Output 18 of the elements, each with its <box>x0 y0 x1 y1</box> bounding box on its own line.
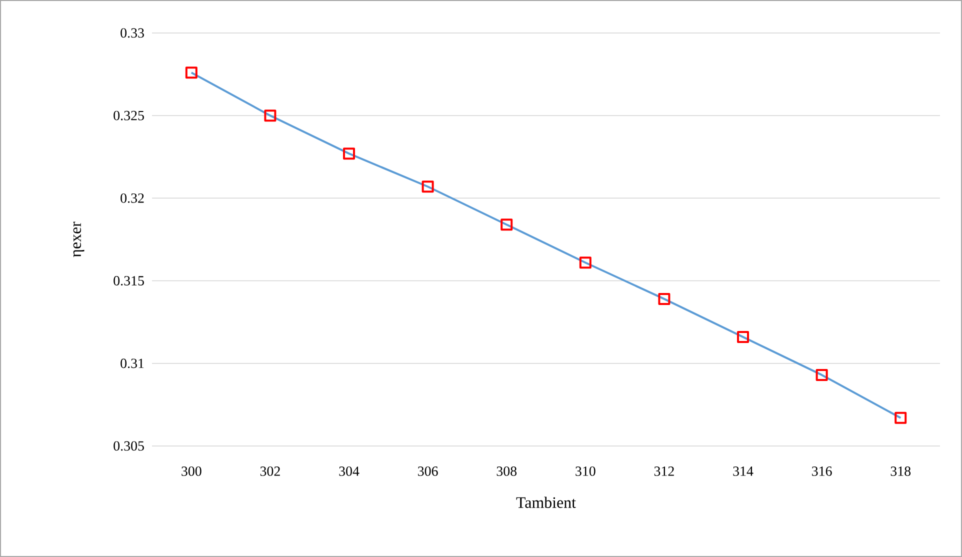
x-tick-label: 318 <box>890 466 911 476</box>
y-tick-label: 0.315 <box>114 276 144 286</box>
y-tick-label: 0.31 <box>120 358 144 368</box>
y-axis-title: ηexer <box>73 222 84 258</box>
y-tick-label: 0.33 <box>120 28 144 38</box>
x-tick-label: 300 <box>182 466 202 476</box>
x-axis-title: Tambient <box>516 496 576 508</box>
x-tick-label: 314 <box>733 466 754 476</box>
x-tick-label: 312 <box>654 466 674 476</box>
x-tick-label: 316 <box>812 466 832 476</box>
y-tick-label: 0.325 <box>114 110 144 120</box>
x-tick-label: 310 <box>576 466 596 476</box>
x-tick-label: 306 <box>418 466 438 476</box>
x-tick-label: 308 <box>496 466 517 476</box>
x-tick-label: 302 <box>260 466 280 476</box>
y-tick-label: 0.32 <box>120 193 144 203</box>
x-tick-label: 304 <box>339 466 360 476</box>
y-tick-label: 0.305 <box>114 441 144 451</box>
